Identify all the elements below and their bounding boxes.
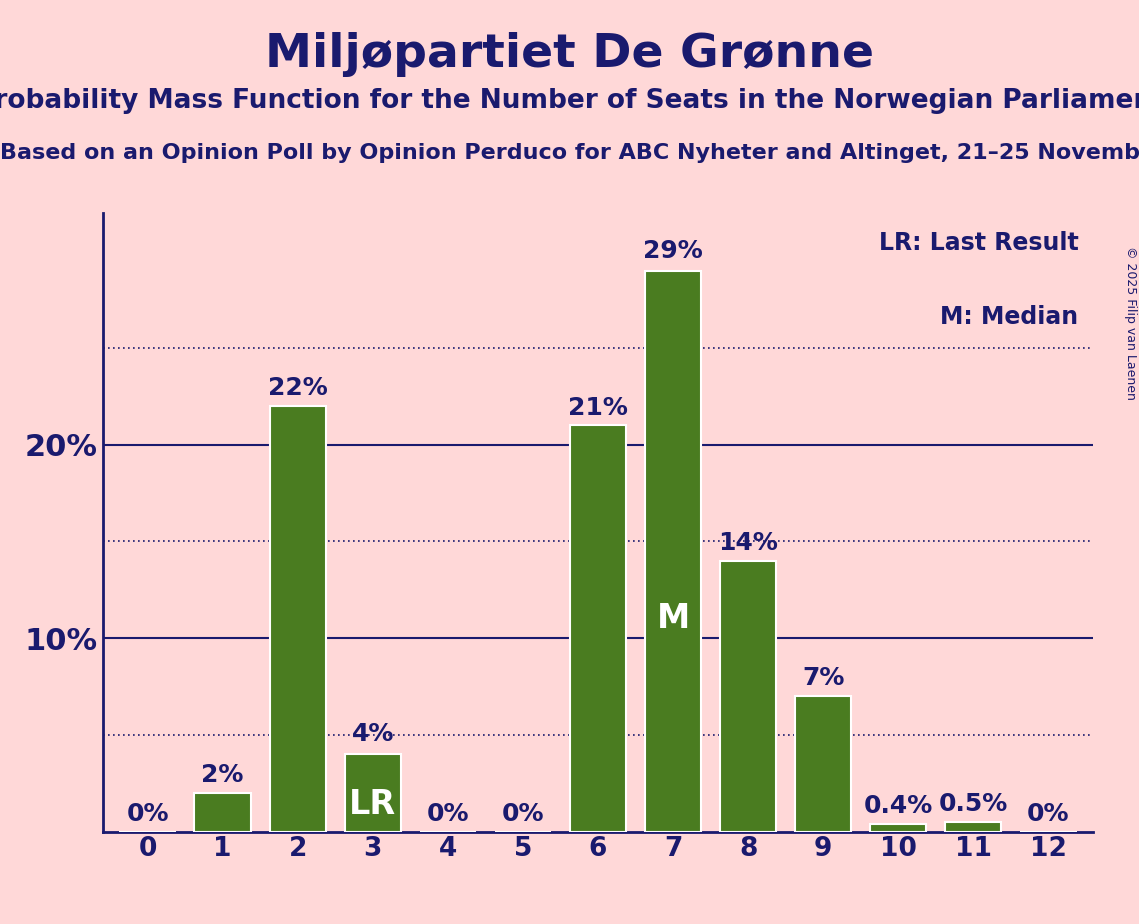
Text: 7%: 7% bbox=[802, 666, 844, 690]
Text: Probability Mass Function for the Number of Seats in the Norwegian Parliament: Probability Mass Function for the Number… bbox=[0, 88, 1139, 114]
Text: 0%: 0% bbox=[1027, 802, 1070, 826]
Bar bbox=[945, 822, 1001, 832]
Text: 22%: 22% bbox=[268, 376, 328, 400]
Text: 0%: 0% bbox=[501, 802, 544, 826]
Bar bbox=[570, 425, 626, 832]
Bar bbox=[645, 271, 702, 832]
Text: Based on an Opinion Poll by Opinion Perduco for ABC Nyheter and Altinget, 21–25 : Based on an Opinion Poll by Opinion Perd… bbox=[0, 143, 1139, 164]
Text: 0%: 0% bbox=[126, 802, 169, 826]
Text: 2%: 2% bbox=[202, 763, 244, 787]
Text: Miljøpartiet De Grønne: Miljøpartiet De Grønne bbox=[265, 32, 874, 78]
Bar bbox=[795, 696, 851, 832]
Text: LR: LR bbox=[350, 788, 396, 821]
Text: 21%: 21% bbox=[568, 395, 628, 419]
Text: 4%: 4% bbox=[352, 723, 394, 747]
Text: 14%: 14% bbox=[719, 531, 778, 555]
Text: © 2025 Filip van Laenen: © 2025 Filip van Laenen bbox=[1124, 247, 1137, 400]
Bar bbox=[195, 793, 251, 832]
Text: LR: Last Result: LR: Last Result bbox=[879, 231, 1079, 255]
Text: 0%: 0% bbox=[427, 802, 469, 826]
Text: 0.4%: 0.4% bbox=[863, 794, 933, 818]
Text: 0.5%: 0.5% bbox=[939, 792, 1008, 816]
Bar bbox=[345, 754, 401, 832]
Text: 29%: 29% bbox=[644, 238, 703, 262]
Text: M: Median: M: Median bbox=[941, 305, 1079, 329]
Bar bbox=[870, 824, 926, 832]
Bar bbox=[720, 561, 777, 832]
Text: M: M bbox=[656, 602, 690, 635]
Bar bbox=[270, 406, 326, 832]
